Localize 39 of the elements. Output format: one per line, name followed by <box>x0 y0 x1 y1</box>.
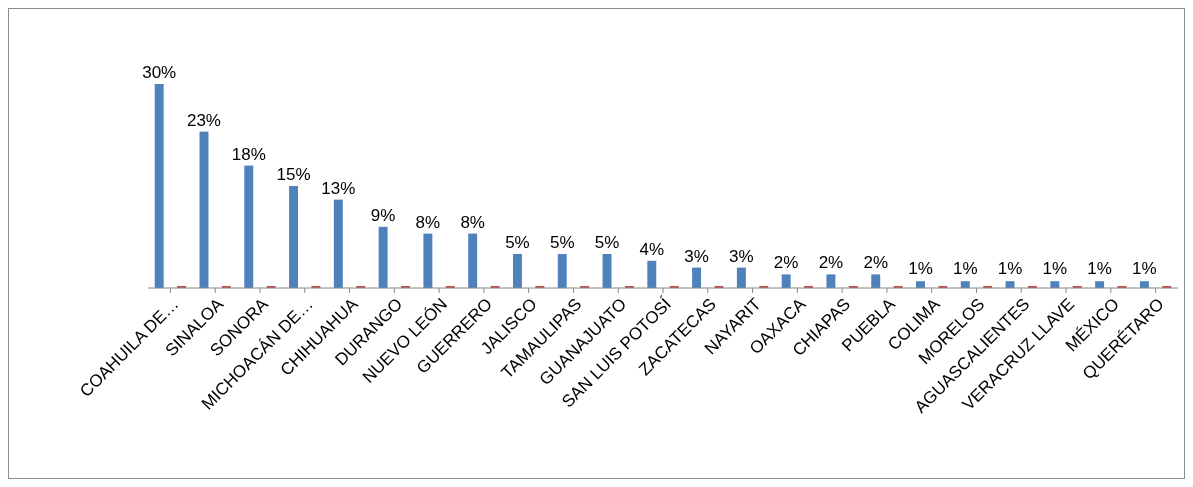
bar <box>333 199 343 288</box>
data-label: 1% <box>908 259 933 278</box>
bar <box>871 274 881 288</box>
bar <box>289 186 299 288</box>
data-label: 15% <box>276 165 311 184</box>
bar <box>826 274 836 288</box>
data-label: 2% <box>818 253 844 273</box>
bar <box>512 254 522 288</box>
data-label: 8% <box>460 212 485 232</box>
data-label: 18% <box>231 144 266 164</box>
bar <box>378 226 388 288</box>
bar <box>468 233 478 288</box>
bar <box>423 233 433 288</box>
data-label: 2% <box>773 253 799 273</box>
bar <box>692 267 702 288</box>
bar <box>557 254 567 288</box>
data-label: 3% <box>684 246 709 266</box>
bar <box>781 274 791 288</box>
data-label: 1% <box>952 259 978 278</box>
bar <box>602 254 612 288</box>
bar <box>244 165 254 288</box>
data-label: 23% <box>186 110 221 130</box>
data-label: 1% <box>1132 259 1157 278</box>
data-label: 8% <box>415 212 441 232</box>
data-label: 30% <box>142 63 177 82</box>
bar <box>154 84 164 288</box>
data-label: 5% <box>549 233 575 252</box>
bar <box>736 267 746 288</box>
bar <box>647 260 657 288</box>
data-label: 1% <box>1042 259 1068 278</box>
data-label: 1% <box>997 259 1023 278</box>
data-label: 5% <box>594 233 620 252</box>
data-label: 1% <box>1087 259 1112 278</box>
data-label: 13% <box>321 178 356 198</box>
data-label: 5% <box>505 233 530 252</box>
data-label: 3% <box>729 246 754 266</box>
data-label: 2% <box>863 253 889 273</box>
data-label: 9% <box>370 205 396 225</box>
data-label: 4% <box>639 239 665 259</box>
